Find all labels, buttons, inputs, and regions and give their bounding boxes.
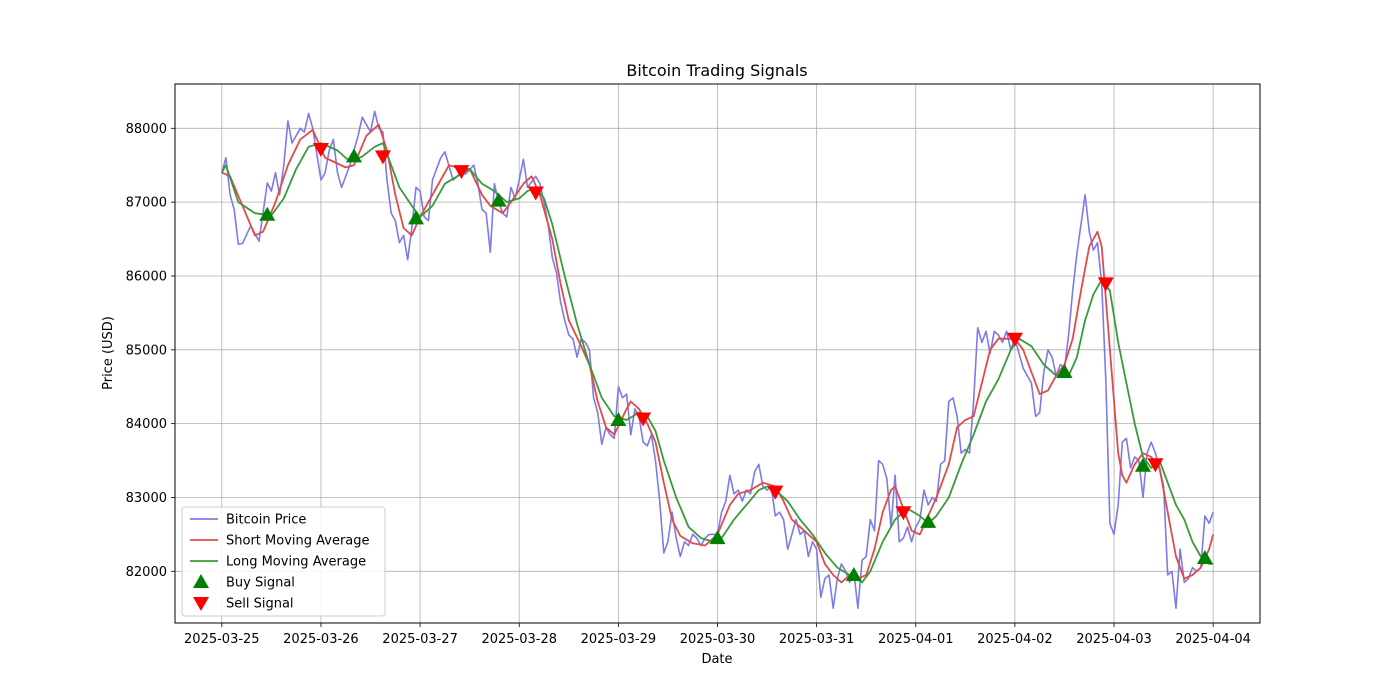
buy-signal-marker [845,567,862,582]
x-axis-ticks: 2025-03-25 2025-03-26 2025-03-27 2025-03-28… [184,623,1251,647]
legend-label: Short Moving Average [226,534,370,549]
short-ma-line [221,123,1215,584]
legend-label: Bitcoin Price [226,513,306,528]
sell-signal-marker [1006,332,1023,347]
y-tick-label: 85000 [126,343,167,358]
buy-signal-marker [345,148,362,163]
buy-signal-marker [1196,550,1213,565]
x-tick-label: 2025-03-25 [184,632,260,647]
buy-signal-marker [610,411,627,426]
buy-signal-marker [259,206,276,221]
sell-signal-marker [312,142,329,157]
x-tick-label: 2025-03-30 [680,632,756,647]
y-axis-label: Price (USD) [101,316,116,390]
y-tick-label: 84000 [126,417,167,432]
sell-signal-marker [453,165,470,180]
sell-signal-marker [527,186,544,201]
legend-buy-marker [193,574,209,588]
legend: Bitcoin Price Short Moving Average Long Mo… [181,506,386,617]
x-tick-label: 2025-04-01 [878,632,954,647]
sell-signal-marker [635,412,652,427]
x-tick-label: 2025-03-27 [382,632,458,647]
sell-signal-marker [1147,458,1164,473]
x-tick-label: 2025-03-31 [779,632,855,647]
buy-signal-marker [490,192,507,207]
sell-signal-marker [767,485,784,500]
series-lines [221,110,1215,610]
x-tick-label: 2025-03-28 [481,632,557,647]
legend-sell-marker [193,597,209,611]
sell-signal-marker [895,506,912,521]
buy-signal-marker [1134,457,1151,472]
signal-markers [259,142,1213,582]
legend-label: Long Moving Average [226,555,366,570]
x-tick-label: 2025-04-04 [1175,632,1251,647]
y-tick-label: 83000 [126,491,167,506]
chart-title: Bitcoin Trading Signals [626,61,807,80]
y-tick-label: 88000 [126,122,167,137]
grid-lines [175,84,1260,623]
sell-signal-marker [1097,277,1114,292]
x-tick-label: 2025-04-03 [1076,632,1152,647]
y-tick-label: 82000 [126,565,167,580]
buy-signal-marker [1056,363,1073,378]
buy-signal-marker [709,530,726,545]
sell-signal-marker [374,150,391,165]
x-tick-label: 2025-04-02 [977,632,1053,647]
x-axis-label: Date [701,652,732,667]
long-ma-line [221,142,1214,584]
buy-signal-marker [407,210,424,225]
y-tick-label: 87000 [126,196,167,211]
legend-label: Buy Signal [226,576,295,591]
y-axis-ticks: 82000 83000 84000 85000 86000 87000 88000 [126,122,175,580]
x-tick-label: 2025-03-26 [283,632,359,647]
y-tick-label: 86000 [126,269,167,284]
legend-label: Sell Signal [226,597,294,612]
price-line [221,110,1214,610]
buy-signal-marker [920,513,937,528]
x-tick-label: 2025-03-29 [581,632,657,647]
legend-box [181,506,386,617]
